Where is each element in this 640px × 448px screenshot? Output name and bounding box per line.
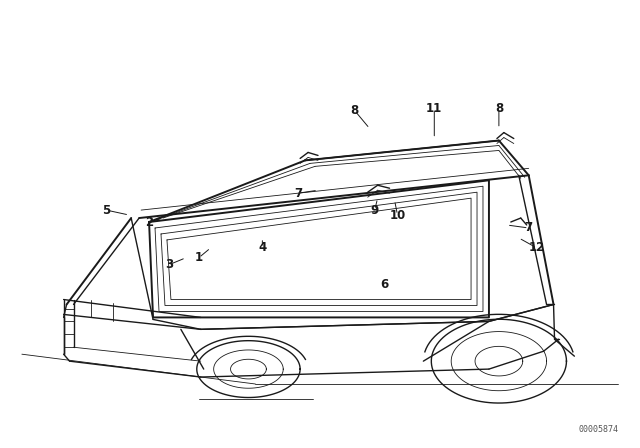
Text: 9: 9 [371, 203, 379, 216]
Text: 1: 1 [195, 251, 203, 264]
Text: 2: 2 [145, 215, 153, 228]
Text: 8: 8 [351, 104, 359, 117]
Text: 7: 7 [525, 221, 532, 234]
Text: 4: 4 [258, 241, 266, 254]
Text: 5: 5 [102, 203, 111, 216]
Text: 8: 8 [495, 102, 503, 115]
Text: 7: 7 [294, 187, 302, 200]
Text: 12: 12 [529, 241, 545, 254]
Text: 11: 11 [426, 102, 442, 115]
Text: 3: 3 [165, 258, 173, 271]
Text: 6: 6 [380, 278, 388, 291]
Text: 00005874: 00005874 [578, 425, 618, 434]
Text: 10: 10 [389, 209, 406, 222]
